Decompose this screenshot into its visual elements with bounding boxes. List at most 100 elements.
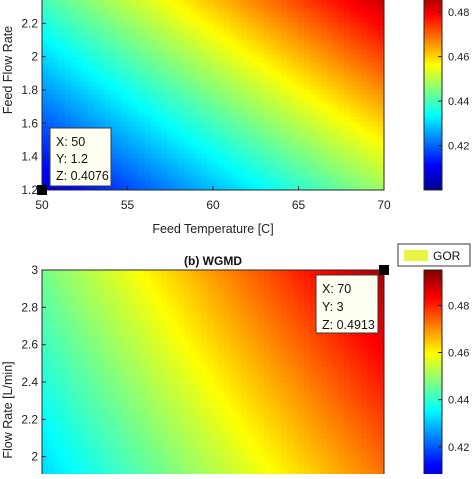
heatmap-cell xyxy=(207,402,213,408)
heatmap-cell xyxy=(122,81,128,86)
heatmap-cell xyxy=(48,458,54,464)
heatmap-cell xyxy=(213,463,219,469)
heatmap-cell xyxy=(179,372,185,378)
heatmap-cell xyxy=(270,372,276,378)
heatmap-cell xyxy=(190,181,196,186)
heatmap-cell xyxy=(48,362,54,368)
heatmap-cell xyxy=(82,387,88,393)
heatmap-cell xyxy=(110,423,116,429)
heatmap-cell xyxy=(150,104,156,109)
heatmap-cell xyxy=(367,95,373,100)
heatmap-cell xyxy=(173,49,179,54)
heatmap-cell xyxy=(242,90,248,95)
heatmap-cell xyxy=(128,172,134,177)
heatmap-cell xyxy=(207,306,213,312)
heatmap-cell xyxy=(139,135,145,140)
heatmap-cell xyxy=(122,331,128,337)
heatmap-cell xyxy=(145,67,151,72)
heatmap-cell xyxy=(333,22,339,27)
heatmap-cell xyxy=(219,392,225,398)
heatmap-cell xyxy=(162,90,168,95)
heatmap-cell xyxy=(281,67,287,72)
heatmap-cell xyxy=(65,336,71,342)
heatmap-cell xyxy=(65,423,71,429)
heatmap-cell xyxy=(264,382,270,388)
heatmap-cell xyxy=(242,26,248,31)
heatmap-cell xyxy=(116,351,122,357)
heatmap-cell xyxy=(133,407,139,413)
heatmap-cell xyxy=(264,321,270,327)
heatmap-cell xyxy=(162,433,168,439)
heatmap-cell xyxy=(116,49,122,54)
heatmap-cell xyxy=(207,135,213,140)
heatmap-cell xyxy=(48,113,54,118)
heatmap-cell xyxy=(293,463,299,469)
heatmap-cell xyxy=(236,448,242,454)
heatmap-cell xyxy=(202,351,208,357)
heatmap-cell xyxy=(344,181,350,186)
heatmap-cell xyxy=(202,402,208,408)
heatmap-cell xyxy=(185,295,191,301)
heatmap-cell xyxy=(88,63,94,68)
heatmap-cell xyxy=(373,104,379,109)
heatmap-cell xyxy=(122,167,128,172)
heatmap-cell xyxy=(156,108,162,113)
heatmap-cell xyxy=(128,85,134,90)
heatmap-cell xyxy=(190,117,196,122)
heatmap-cell xyxy=(259,285,265,291)
heatmap-cell xyxy=(122,58,128,63)
heatmap-cell xyxy=(356,126,362,131)
heatmap-cell xyxy=(230,108,236,113)
heatmap-cell xyxy=(344,13,350,18)
heatmap-cell xyxy=(207,407,213,413)
heatmap-cell xyxy=(59,301,65,307)
heatmap-cell xyxy=(299,58,305,63)
heatmap-cell xyxy=(76,67,82,72)
heatmap-cell xyxy=(287,463,293,469)
heatmap-cell xyxy=(185,275,191,281)
heatmap-cell xyxy=(270,167,276,172)
heatmap-cell xyxy=(253,35,259,40)
heatmap-cell xyxy=(236,341,242,347)
heatmap-cell xyxy=(321,372,327,378)
heatmap-cell xyxy=(321,428,327,434)
heatmap-cell xyxy=(230,67,236,72)
heatmap-cell xyxy=(48,81,54,86)
heatmap-cell xyxy=(82,22,88,27)
heatmap-cell xyxy=(287,285,293,291)
heatmap-cell xyxy=(167,104,173,109)
heatmap-cell xyxy=(202,49,208,54)
heatmap-cell xyxy=(185,172,191,177)
heatmap-cell xyxy=(236,58,242,63)
heatmap-cell xyxy=(270,362,276,368)
heatmap-cell xyxy=(82,4,88,9)
heatmap-cell xyxy=(88,316,94,322)
heatmap-cell xyxy=(270,270,276,276)
heatmap-cell xyxy=(242,285,248,291)
heatmap-cell xyxy=(242,413,248,419)
heatmap-cell xyxy=(179,382,185,388)
heatmap-cell xyxy=(259,72,265,77)
heatmap-cell xyxy=(356,167,362,172)
heatmap-cell xyxy=(167,13,173,18)
heatmap-cell xyxy=(247,285,253,291)
heatmap-cell xyxy=(310,407,316,413)
heatmap-cell xyxy=(270,295,276,301)
heatmap-cell xyxy=(259,90,265,95)
heatmap-cell xyxy=(281,158,287,163)
heatmap-cell xyxy=(367,99,373,104)
heatmap-cell xyxy=(167,40,173,45)
heatmap-cell xyxy=(145,311,151,317)
heatmap-cell xyxy=(373,108,379,113)
heatmap-cell xyxy=(310,167,316,172)
heatmap-cell xyxy=(128,58,134,63)
heatmap-cell xyxy=(82,67,88,72)
heatmap-cell xyxy=(173,140,179,145)
heatmap-cell xyxy=(316,163,322,168)
heatmap-cell xyxy=(93,49,99,54)
heatmap-cell xyxy=(116,158,122,163)
heatmap-cell xyxy=(145,85,151,90)
heatmap-cell xyxy=(299,131,305,136)
heatmap-cell xyxy=(321,362,327,368)
heatmap-cell xyxy=(270,108,276,113)
